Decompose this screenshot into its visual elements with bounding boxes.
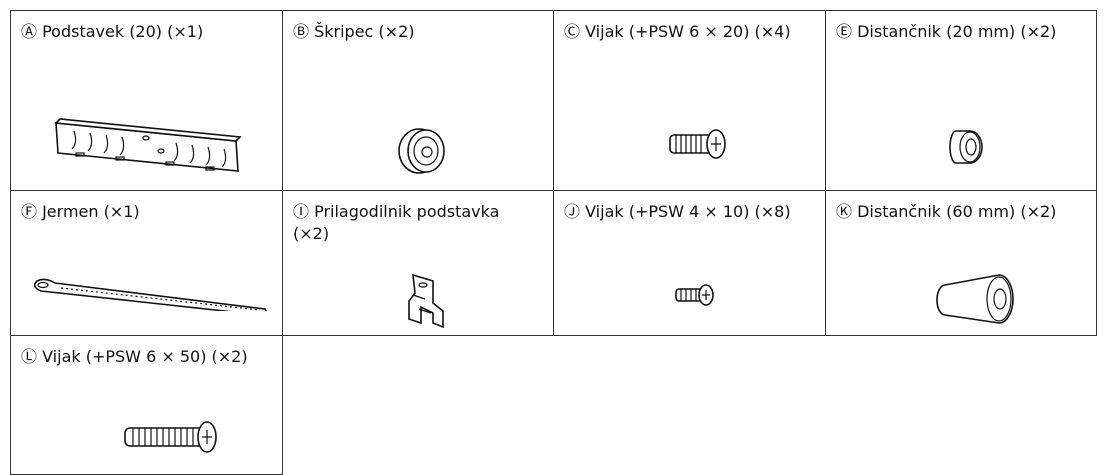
part-label: Ⓑ Škripec (×2) xyxy=(293,22,415,41)
part-cell: Ⓘ Prilagodilnik podstavka (×2) xyxy=(282,190,554,336)
spacer-illustration xyxy=(936,274,1014,324)
part-cell: Ⓒ Vijak (+PSW 6 × 20) (×4) xyxy=(553,10,826,191)
bracket-illustration xyxy=(54,118,242,172)
part-cell: Ⓚ Distančnik (60 mm) (×2) xyxy=(825,190,1097,336)
part-cell: Ⓙ Vijak (+PSW 4 × 10) (×8) xyxy=(553,190,826,336)
part-label: Ⓐ Podstavek (20) (×1) xyxy=(21,22,204,41)
pulley-illustration xyxy=(398,128,445,174)
strap-illustration xyxy=(33,278,267,311)
adjuster-illustration xyxy=(408,273,444,329)
part-label: Ⓕ Jermen (×1) xyxy=(21,202,140,221)
part-label: Ⓚ Distančnik (60 mm) (×2) xyxy=(836,202,1057,221)
spacer-illustration xyxy=(949,130,983,164)
part-label: Ⓘ Prilagodilnik podstavka (×2) xyxy=(293,202,500,243)
screw-illustration xyxy=(675,284,714,306)
part-cell: Ⓑ Škripec (×2) xyxy=(282,10,554,191)
part-label: Ⓔ Distančnik (20 mm) (×2) xyxy=(836,22,1057,41)
part-cell: Ⓐ Podstavek (20) (×1) xyxy=(10,10,283,191)
part-cell: Ⓕ Jermen (×1) xyxy=(10,190,283,336)
screw-illustration xyxy=(124,421,217,453)
part-label: Ⓙ Vijak (+PSW 4 × 10) (×8) xyxy=(564,202,791,221)
part-label: Ⓛ Vijak (+PSW 6 × 50) (×2) xyxy=(21,347,248,366)
part-cell: Ⓛ Vijak (+PSW 6 × 50) (×2) xyxy=(10,335,283,475)
part-cell: Ⓔ Distančnik (20 mm) (×2) xyxy=(825,10,1097,191)
screw-illustration xyxy=(669,129,726,159)
part-label: Ⓒ Vijak (+PSW 6 × 20) (×4) xyxy=(564,22,791,41)
